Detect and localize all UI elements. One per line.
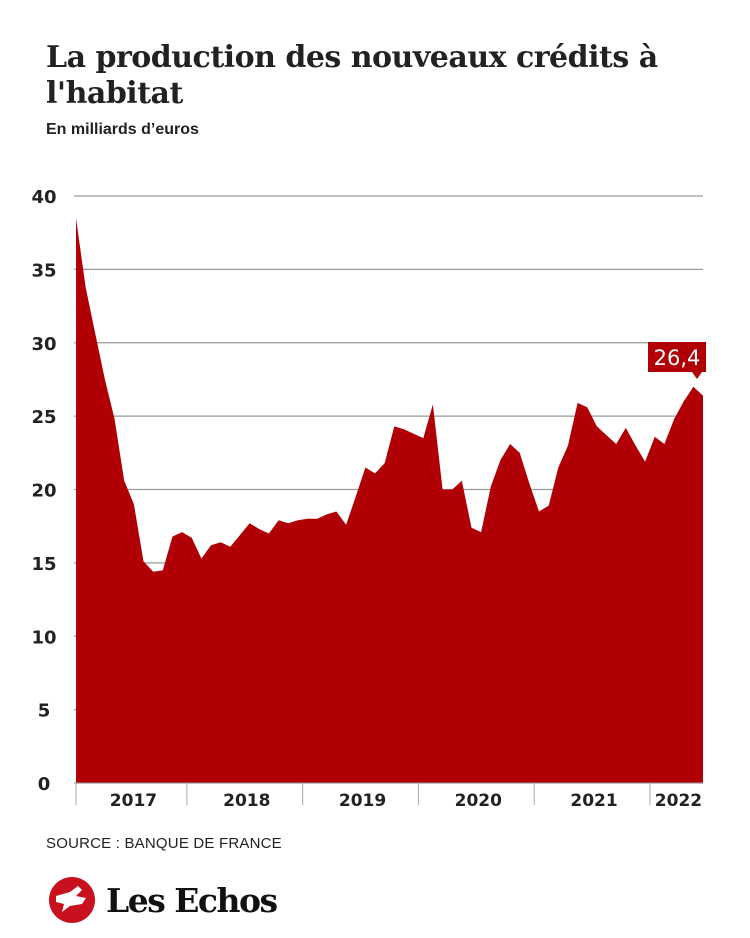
annotation-label: 26,4 — [654, 346, 701, 370]
y-tick-label: 0 — [38, 774, 51, 795]
y-tick-label: 10 — [31, 627, 56, 648]
source-note: SOURCE : BANQUE DE FRANCE — [46, 835, 282, 852]
les-echos-logo: Les Echos — [48, 876, 278, 924]
y-tick-label: 35 — [31, 260, 56, 281]
pegasus-icon — [49, 877, 95, 923]
x-tick-label: 2020 — [455, 791, 502, 811]
y-tick-label: 20 — [31, 481, 56, 502]
x-tick-label: 2022 — [655, 791, 702, 811]
x-tick-label: 2019 — [339, 791, 386, 811]
chart-title: La production des nouveaux crédits à l'h… — [46, 40, 658, 111]
y-tick-label: 30 — [31, 334, 56, 355]
chart-subtitle: En milliards d’euros — [46, 121, 199, 138]
y-tick-label: 25 — [31, 407, 56, 428]
annotation-box — [648, 342, 706, 379]
last-value-annotation: 26,4 — [648, 342, 706, 379]
area-series — [76, 218, 703, 783]
y-tick-label: 15 — [31, 554, 56, 575]
logo-text: Les Echos — [106, 880, 278, 920]
y-tick-label: 40 — [31, 187, 56, 208]
x-tick-label: 2021 — [570, 791, 617, 811]
y-tick-label: 5 — [38, 701, 51, 722]
x-tick-label: 2018 — [223, 791, 270, 811]
x-tick-label: 2017 — [110, 791, 157, 811]
